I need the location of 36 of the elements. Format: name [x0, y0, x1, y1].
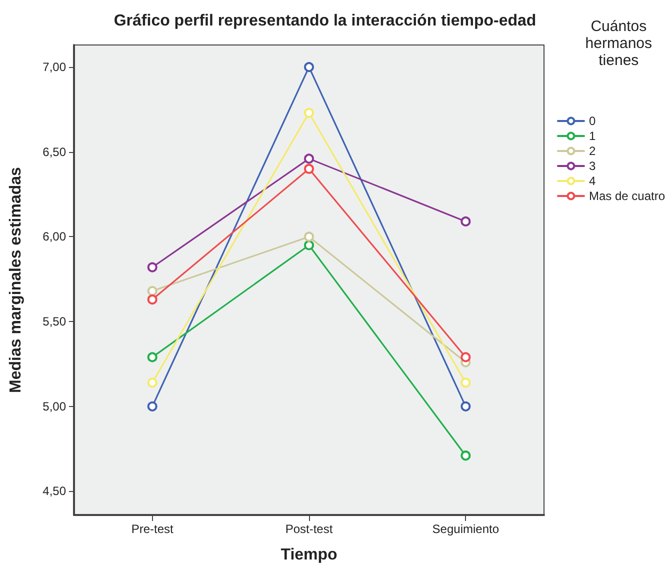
- point: [147, 286, 158, 296]
- legend-label: 2: [588, 144, 596, 158]
- point: [304, 62, 314, 72]
- point: [304, 240, 314, 250]
- legend-label: 0: [588, 114, 596, 128]
- point: [304, 164, 314, 174]
- point: [460, 450, 471, 461]
- point: [460, 352, 471, 362]
- y-tick-label: 6,50: [42, 144, 66, 159]
- x-axis-title: Tiempo: [280, 546, 338, 564]
- y-tick-label: 5,00: [42, 399, 66, 414]
- point: [304, 154, 314, 164]
- point: [147, 401, 158, 412]
- y-tick-label: 7,00: [42, 60, 66, 74]
- point: [304, 108, 314, 118]
- legend-label: 3: [588, 159, 596, 173]
- x-tick-label: Post-test: [285, 522, 334, 536]
- legend-title: Cuántos hermanos tienes: [585, 18, 652, 69]
- legend-label: Mas de cuatro: [588, 189, 666, 203]
- chart-title: Gráfico perfil representando la interacción tiempo-edad: [114, 12, 536, 30]
- legend-label: 4: [588, 174, 596, 188]
- y-tick-label: 4,50: [42, 484, 66, 498]
- point: [147, 294, 158, 305]
- y-tick-label: 6,00: [42, 230, 66, 244]
- y-tick-label: 5,50: [42, 314, 66, 329]
- point: [304, 232, 314, 242]
- point: [147, 378, 158, 388]
- point: [460, 401, 471, 412]
- x-tick-label: Pre-test: [131, 522, 174, 536]
- y-axis-title: Medias marginales estimadas: [8, 166, 24, 393]
- point: [460, 216, 471, 226]
- point: [147, 262, 158, 272]
- x-tick-label: Seguimiento: [432, 522, 500, 536]
- point: [147, 352, 158, 362]
- point: [460, 378, 471, 388]
- legend-label: 1: [588, 129, 596, 143]
